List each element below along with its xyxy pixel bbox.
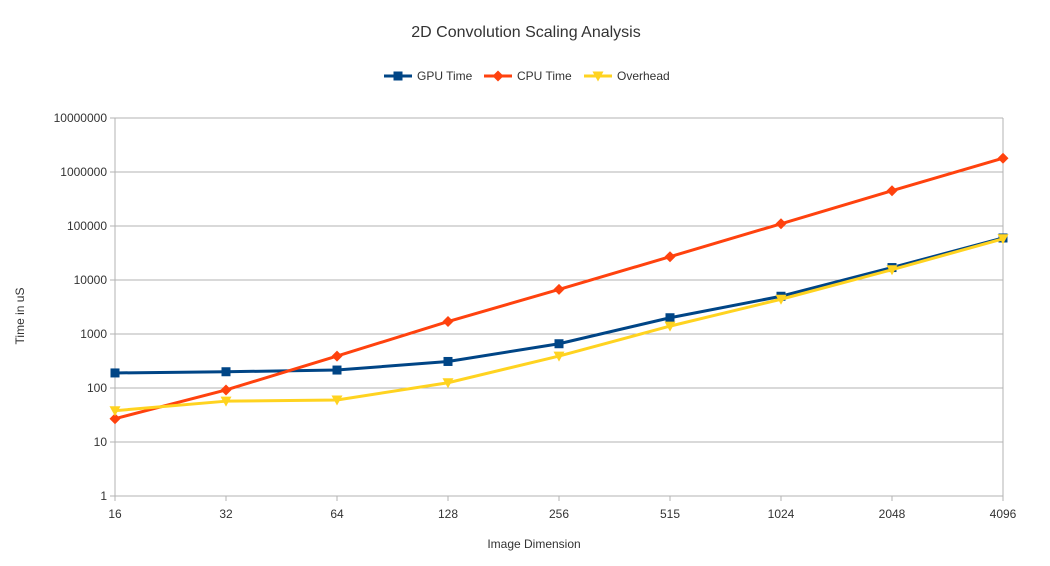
legend-label: CPU Time	[517, 69, 572, 83]
data-point	[554, 339, 564, 349]
data-point	[886, 185, 898, 197]
axes	[114, 118, 1004, 497]
legend-item: Overhead	[584, 69, 670, 83]
data-point	[331, 350, 343, 362]
x-tick-label: 515	[660, 507, 680, 521]
x-tick-label: 2048	[879, 507, 906, 521]
data-point	[664, 321, 676, 332]
y-tick-label: 10000	[74, 273, 108, 287]
x-tick-label: 16	[108, 507, 122, 521]
data-point	[221, 367, 231, 377]
data-point	[220, 396, 232, 407]
chart-legend: GPU Time CPU Time Overhead	[384, 69, 670, 83]
data-point	[775, 218, 787, 230]
legend-label: GPU Time	[417, 69, 473, 83]
x-tick-label: 4096	[990, 507, 1017, 521]
y-axis-label: Time in uS	[13, 288, 27, 345]
grid-lines	[115, 117, 1003, 497]
data-point	[110, 368, 120, 378]
legend-label: Overhead	[617, 69, 670, 83]
legend-marker	[592, 71, 604, 82]
series-cpu-time	[109, 152, 1009, 425]
data-point	[775, 294, 787, 305]
data-point	[997, 152, 1009, 164]
y-axis-ticks: 1 10 100 1000 10000 100000 1000000 10000000	[54, 111, 115, 503]
x-tick-label: 32	[219, 507, 233, 521]
x-tick-label: 128	[438, 507, 458, 521]
chart-title: 2D Convolution Scaling Analysis	[411, 24, 640, 41]
data-point	[220, 384, 232, 396]
y-tick-label: 1000	[80, 327, 107, 341]
x-axis-ticks: 16 32 64 128 256 515 1024 2048 4096	[108, 496, 1017, 521]
y-tick-label: 100	[87, 381, 107, 395]
x-tick-label: 256	[549, 507, 569, 521]
legend-item: GPU Time	[384, 69, 473, 83]
series-line	[114, 237, 1004, 413]
data-point	[331, 395, 343, 406]
data-point	[665, 313, 675, 323]
x-axis-label: Image Dimension	[487, 537, 580, 551]
y-tick-label: 100000	[67, 219, 107, 233]
data-point	[997, 234, 1009, 245]
legend-item: CPU Time	[484, 69, 572, 83]
data-point	[553, 283, 565, 295]
data-point	[664, 251, 676, 263]
legend-marker	[393, 71, 403, 81]
data-point	[443, 356, 453, 366]
y-tick-label: 1000000	[60, 165, 107, 179]
series-overhead	[109, 234, 1009, 417]
y-tick-label: 1	[100, 489, 107, 503]
data-point	[109, 413, 121, 425]
y-tick-label: 10000000	[54, 111, 108, 125]
data-point	[332, 365, 342, 375]
data-point	[442, 378, 454, 389]
legend-marker	[492, 70, 504, 82]
x-tick-label: 64	[330, 507, 344, 521]
y-tick-label: 10	[94, 435, 108, 449]
data-point	[886, 265, 898, 276]
series-group	[109, 152, 1009, 425]
data-point	[109, 406, 121, 417]
data-point	[553, 351, 565, 362]
x-tick-label: 1024	[768, 507, 795, 521]
data-point	[442, 316, 454, 328]
